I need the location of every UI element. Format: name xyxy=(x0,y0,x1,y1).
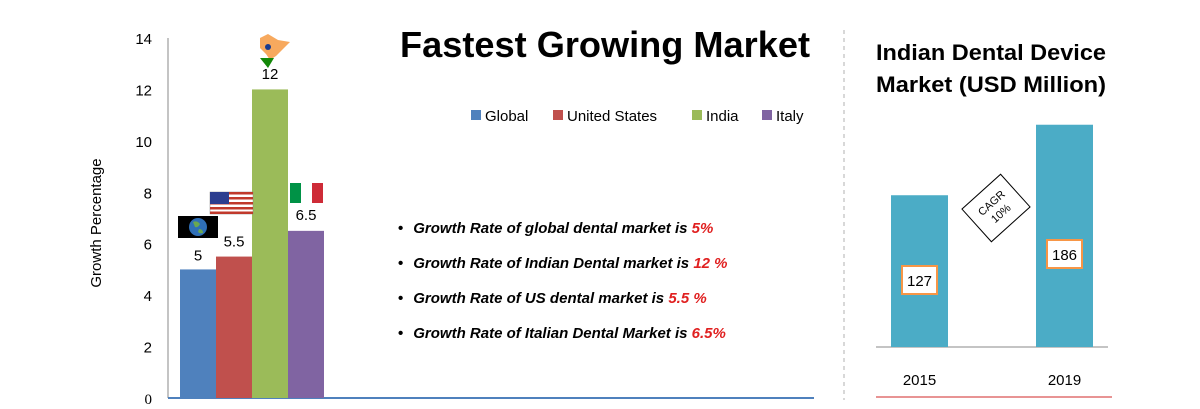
bar-us xyxy=(216,256,252,398)
y-axis-label: Growth Percentage xyxy=(88,158,105,287)
bar-group xyxy=(180,89,324,398)
legend-swatch xyxy=(762,110,772,120)
data-label: 6.5 xyxy=(296,207,317,224)
category-label: 2015 xyxy=(903,372,936,389)
bullet-item: • Growth Rate of global dental market is … xyxy=(398,220,714,237)
legend-label: India xyxy=(706,108,739,125)
bar-india xyxy=(252,89,288,398)
category-label: 2019 xyxy=(1048,372,1081,389)
legend-label: Italy xyxy=(776,108,804,125)
legend-swatch xyxy=(553,110,563,120)
data-label: 5.5 xyxy=(224,234,245,251)
italy-flag-icon xyxy=(290,183,323,203)
globe-icon xyxy=(178,216,218,238)
bar-italy xyxy=(288,230,324,398)
y-tick-labels: 0 2 4 6 8 10 12 14 xyxy=(135,31,152,408)
bullet-item: • Growth Rate of Italian Dental Market is… xyxy=(398,325,726,342)
bullet-item: • Growth Rate of Indian Dental market is … xyxy=(398,255,728,272)
y-tick-label: 0 xyxy=(145,392,153,408)
value-label: 127 xyxy=(907,273,932,290)
right-category-labels: 2015 2019 xyxy=(903,372,1081,389)
right-chart-title-line2: Market (USD Million) xyxy=(876,72,1106,97)
value-box xyxy=(1046,239,1083,269)
y-tick-label: 2 xyxy=(144,340,152,357)
india-map-icon xyxy=(260,34,290,68)
y-tick-label: 6 xyxy=(144,237,152,254)
legend-swatch xyxy=(471,110,481,120)
legend-label: Global xyxy=(485,108,528,125)
bullet-list: • Growth Rate of global dental market is … xyxy=(398,218,818,358)
y-tick-label: 14 xyxy=(135,31,152,48)
right-chart-title-line1: Indian Dental Device xyxy=(876,40,1106,65)
legend-swatch xyxy=(692,110,702,120)
chart-title: Fastest Growing Market xyxy=(400,24,810,65)
us-flag-icon xyxy=(209,191,254,215)
data-labels: 5 5.5 12 6.5 xyxy=(194,66,317,264)
right-bar xyxy=(1036,124,1093,347)
bullet-item: • Growth Rate of US dental market is 5.5 … xyxy=(398,290,707,307)
y-tick-label: 8 xyxy=(144,185,152,202)
y-tick-label: 12 xyxy=(135,82,152,99)
y-tick-label: 4 xyxy=(144,288,152,305)
y-tick-label: 10 xyxy=(135,134,152,151)
cagr-annotation: CAGR 10% xyxy=(961,173,1031,243)
value-label: 186 xyxy=(1052,247,1077,264)
value-box xyxy=(901,265,938,295)
right-bar-group: 127 186 xyxy=(891,124,1093,347)
data-label: 12 xyxy=(262,66,279,83)
bar-global xyxy=(180,269,216,398)
data-label: 5 xyxy=(194,247,202,264)
legend-label: United States xyxy=(567,108,657,125)
legend: Global United States India Italy xyxy=(471,108,804,125)
